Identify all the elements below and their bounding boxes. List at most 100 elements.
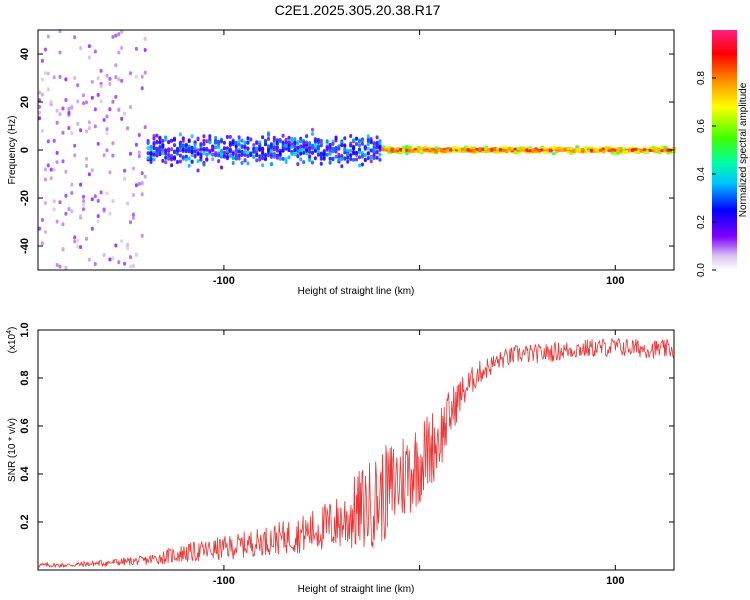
spectrogram-cell — [158, 140, 162, 145]
spectrogram-cell — [38, 98, 41, 103]
spectrogram-cell — [99, 190, 103, 195]
spectrogram-cell — [272, 141, 276, 146]
spectrogram-cell — [114, 243, 118, 248]
spectrogram-cell — [76, 238, 80, 243]
spectrogram-cell — [187, 139, 191, 144]
spectrogram-cell — [328, 156, 332, 161]
y-tick-label: 1.0 — [19, 322, 31, 337]
spectrogram-cell — [187, 146, 191, 151]
y-tick-label: 40 — [19, 48, 31, 60]
spectrogram-cell — [613, 148, 618, 152]
spectrogram-cell — [96, 219, 100, 224]
spectrogram-cell — [355, 136, 358, 141]
spectrogram-cell — [181, 147, 185, 152]
spectrogram-cell — [378, 147, 382, 152]
spectrogram-cell — [46, 163, 50, 168]
spectrogram-cell — [82, 194, 85, 199]
spectrogram-cell — [170, 138, 174, 143]
spectrogram-cell — [264, 152, 267, 157]
spectrogram-cell — [308, 154, 312, 159]
spectrogram-cell — [349, 157, 353, 161]
spectrogram-cell — [349, 143, 353, 148]
spectrogram-cell — [76, 99, 80, 104]
spectrogram-cell — [161, 158, 165, 163]
spectrogram-cell — [240, 150, 244, 155]
spectrogram-cell — [237, 149, 241, 154]
spectrogram-cell — [93, 107, 97, 112]
spectrogram-cell — [90, 79, 94, 84]
spectrogram-cell — [404, 145, 409, 148]
spectrogram-cell — [305, 148, 309, 153]
spectrogram-cell — [129, 220, 132, 225]
spectrogram-cell — [178, 159, 182, 164]
spectrogram-cell — [278, 138, 282, 142]
spectrogram-cell — [217, 153, 221, 158]
snr-y-multiplier-close: ) — [7, 327, 18, 330]
spectrogram-cell — [322, 152, 326, 157]
spectrogram-cell — [293, 137, 297, 142]
spectrogram-cell — [123, 168, 127, 173]
spectrogram-cell — [58, 50, 62, 55]
spectrogram-cell — [178, 132, 182, 137]
spectrogram-cell — [334, 149, 338, 154]
spectrogram-cell — [246, 154, 250, 158]
spectrogram-cell — [196, 148, 200, 153]
spectrogram-cell — [108, 257, 112, 262]
spectrogram-cell — [173, 143, 176, 148]
spectrogram-cell — [246, 150, 250, 155]
spectrogram-cell — [211, 157, 215, 162]
spectrogram-cell — [246, 146, 250, 151]
spectrogram-cell — [38, 226, 41, 231]
snr-y-multiplier-exp: 4 — [6, 330, 13, 334]
spectrogram-cell — [73, 76, 77, 80]
spectrogram-cell — [246, 136, 250, 141]
spectrogram-cell — [170, 163, 174, 168]
y-tick-label: -20 — [19, 190, 31, 206]
spectrogram-cell — [255, 158, 259, 163]
spectrogram-cell — [58, 264, 62, 269]
spectrogram-cell — [217, 159, 221, 164]
spectrogram-cell — [537, 149, 541, 153]
spectrogram-cell — [170, 156, 174, 161]
spectrogram-cell — [504, 149, 509, 152]
spectrogram-cell — [55, 219, 59, 224]
spectrogram-cell — [352, 151, 356, 156]
spectrogram-cell — [161, 151, 165, 156]
spectrogram-cell — [52, 75, 56, 80]
spectrogram-cell — [269, 149, 273, 154]
spectrogram-cell — [316, 149, 320, 154]
spectrogram-cell — [214, 145, 218, 150]
spectrogram-cell — [70, 209, 74, 214]
spectrogram-cell — [102, 207, 106, 212]
spectrogram-cell — [284, 137, 288, 142]
spectrogram-cell — [202, 138, 206, 143]
spectrogram-cell — [82, 199, 85, 203]
spectrogram-cell — [346, 159, 350, 164]
spectrogram-cell — [484, 149, 489, 153]
spectrogram-cell — [196, 159, 200, 164]
spectrogram-cell — [272, 154, 276, 159]
spectrogram-cell — [313, 156, 317, 161]
snr-frame — [37, 329, 675, 571]
spectrogram-cell — [70, 191, 74, 195]
x-tick-label: 100 — [606, 575, 624, 587]
spectrogram-cell — [170, 147, 174, 152]
spectrogram-cell — [79, 214, 83, 218]
spectrogram-cell — [134, 142, 138, 147]
spectrogram-cell — [225, 135, 229, 139]
spectrogram-y-ticks: -40 -20 0 20 40 — [19, 48, 674, 254]
spectrogram-cell — [328, 160, 332, 165]
spectrogram-cell — [205, 157, 209, 162]
spectrogram-cell — [311, 160, 314, 165]
spectrogram-cell — [316, 146, 320, 151]
spectrogram-cell — [231, 140, 235, 144]
spectrogram-cell — [328, 142, 332, 147]
spectrogram-cell — [123, 261, 127, 266]
spectrogram-cell — [243, 141, 247, 145]
spectrogram-cell — [281, 140, 285, 145]
spectrogram-cell — [222, 150, 226, 155]
snr-x-label: Height of straight line (km) — [298, 584, 415, 595]
spectrogram-cell — [152, 136, 156, 141]
spectrogram-cell — [67, 207, 71, 211]
spectrogram-cell — [331, 157, 335, 162]
